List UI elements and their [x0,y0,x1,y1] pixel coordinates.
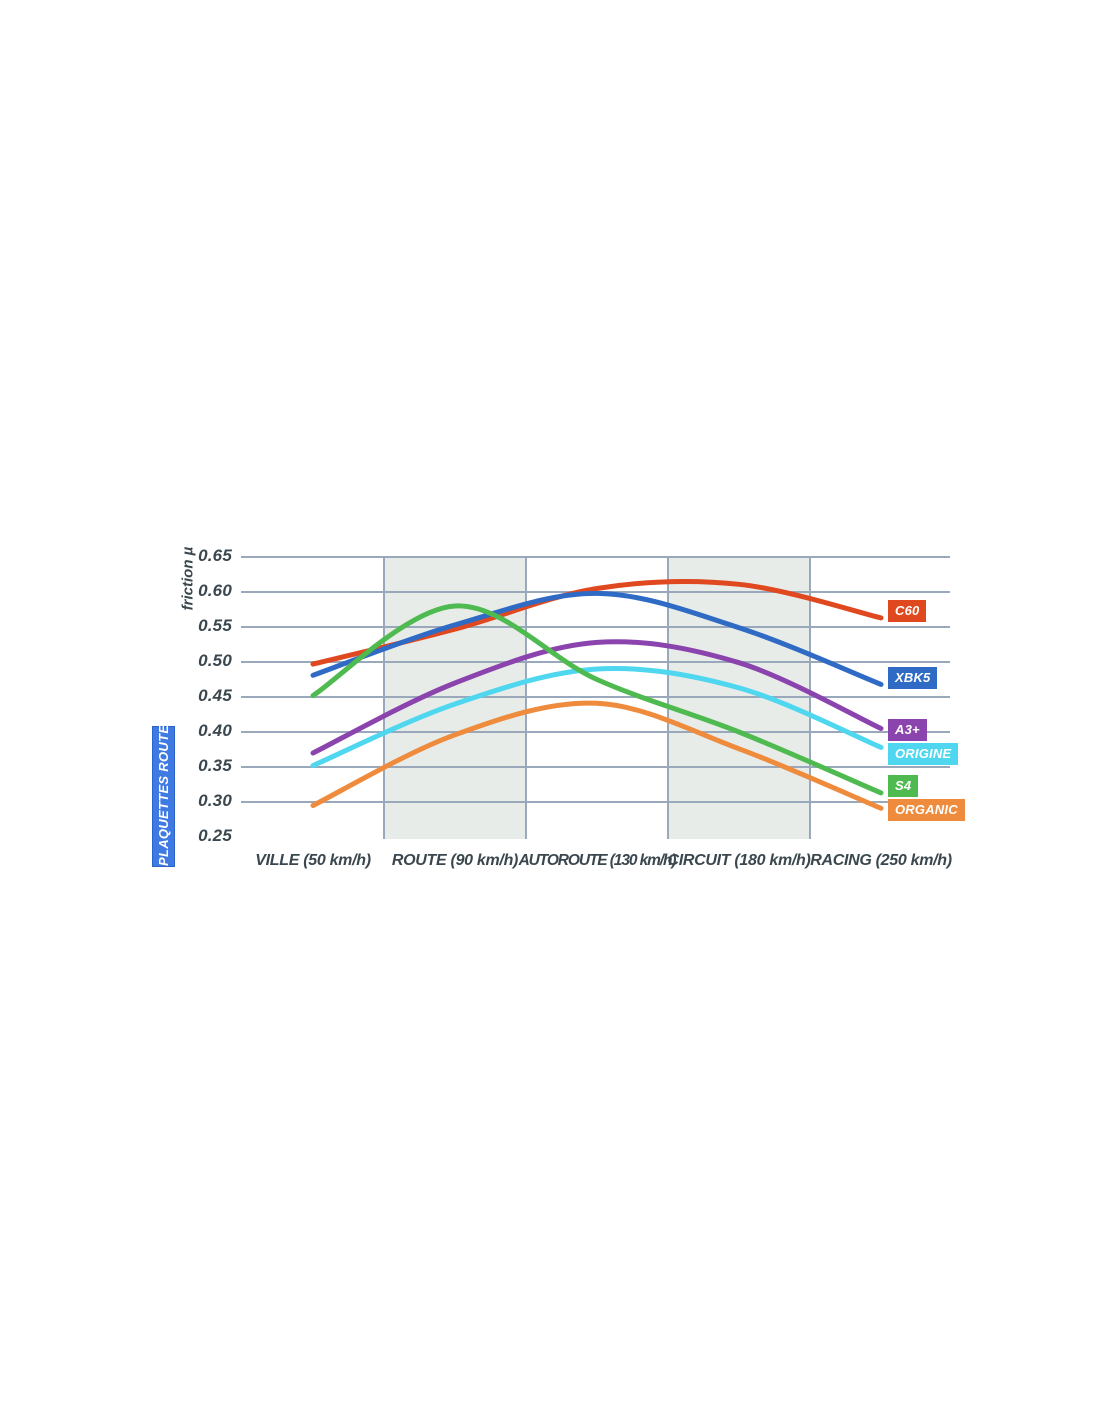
y-tick-035: 0.35 [198,756,232,775]
y-tick-040: 0.40 [198,721,232,740]
y-tick-060: 0.60 [198,581,232,600]
x-tick-autoroute: AUTOROUTE (130 km/h) [518,852,677,869]
series-line-xbk5 [310,590,884,687]
series-line-organic [310,700,884,811]
series-line-a3 [310,639,884,756]
x-tick-circuit: CIRCUIT (180 km/h) [667,852,811,869]
y-tick-025: 0.25 [198,826,232,845]
x-tick-racing: RACING (250 km/h) [810,852,952,869]
series-line-s4 [310,603,884,796]
x-tick-route: ROUTE (90 km/h) [391,852,519,869]
series-line-origine [310,666,884,769]
legend-badge-a3plus: A3+ [888,719,927,741]
y-tick-065: 0.65 [198,546,232,565]
y-tick-050: 0.50 [198,651,232,670]
legend-badge-s4: S4 [888,775,919,797]
legend-badge-xbk5: XBK5 [888,667,938,689]
y-tick-055: 0.55 [198,616,232,635]
y-tick-045: 0.45 [198,686,232,705]
legend-badge-organic: ORGANIC [888,799,965,821]
legend-badge-origine: ORIGINE [888,743,959,765]
x-tick-ville: VILLE (50 km/h) [255,852,371,869]
legend-badge-c60: C60 [888,600,927,622]
y-tick-030: 0.30 [198,791,232,810]
